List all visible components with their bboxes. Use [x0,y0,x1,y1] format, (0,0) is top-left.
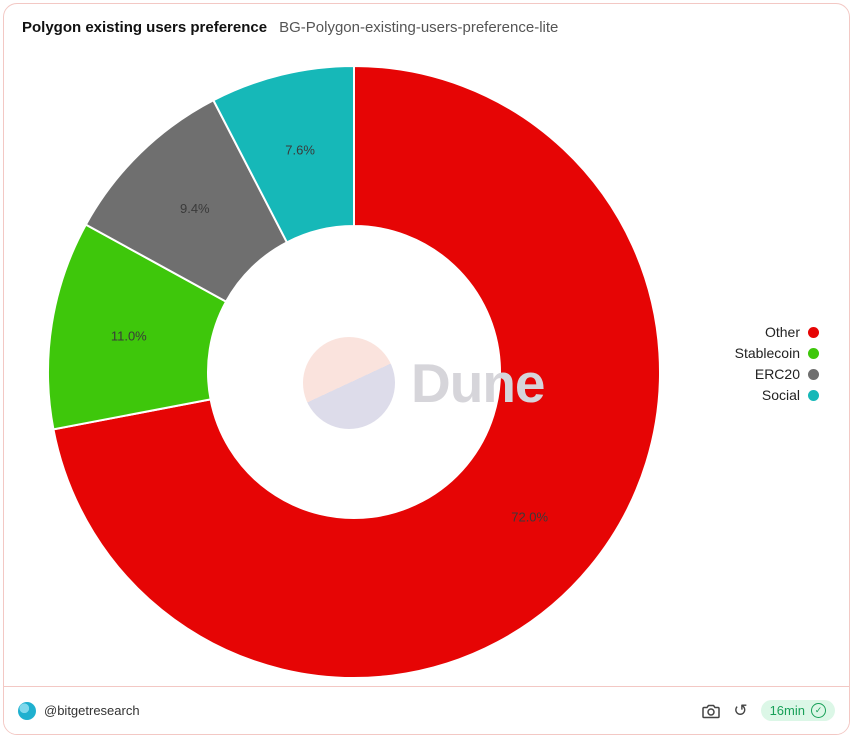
chart-card: Polygon existing users preference BG-Pol… [3,3,850,735]
legend-dot-icon [808,389,819,401]
chart-title: Polygon existing users preference [22,19,268,36]
camera-icon [702,704,721,718]
donut-slice-social[interactable] [212,64,355,244]
check-circle-icon: ✓ [811,703,826,718]
refresh-icon: ↺ [733,701,748,720]
chart-footer: @bitgetresearch ↺ 16min ✓ [4,686,849,734]
legend-dot-icon [808,347,819,359]
legend-dot-icon [808,326,819,338]
legend-item-stablecoin[interactable]: Stablecoin [735,345,819,361]
legend-label: Other [764,324,800,340]
chart-header: Polygon existing users preference BG-Pol… [4,4,849,36]
donut-slice-other[interactable] [52,64,661,679]
slice-value-label: 9.4% [180,201,210,216]
legend-item-other[interactable]: Other [765,324,819,340]
slice-value-label: 7.6% [285,142,315,157]
legend-dot-icon [808,368,819,380]
footer-actions: ↺ 16min ✓ [702,700,835,721]
freshness-label: 16min [769,703,805,718]
author-avatar [18,701,36,720]
author-handle: @bitgetresearch [44,703,140,718]
refresh-button[interactable]: ↺ [733,702,747,719]
legend-item-social[interactable]: Social [762,387,819,403]
screenshot-button[interactable] [702,703,721,719]
slice-value-label: 72.0% [511,509,548,524]
freshness-badge[interactable]: 16min ✓ [760,700,835,721]
chart-legend: Other Stablecoin ERC20 Social [735,324,819,403]
legend-item-erc20[interactable]: ERC20 [755,366,819,382]
slice-value-label: 11.0% [111,328,147,343]
author-link[interactable]: @bitgetresearch [18,701,140,720]
legend-label: Stablecoin [734,345,800,361]
legend-label: ERC20 [754,366,800,382]
chart-subtitle: BG-Polygon-existing-users-preference-lit… [279,19,559,36]
donut-chart: 72.0% 11.0% 9.4% 7.6% [47,64,661,679]
legend-label: Social [761,387,800,403]
